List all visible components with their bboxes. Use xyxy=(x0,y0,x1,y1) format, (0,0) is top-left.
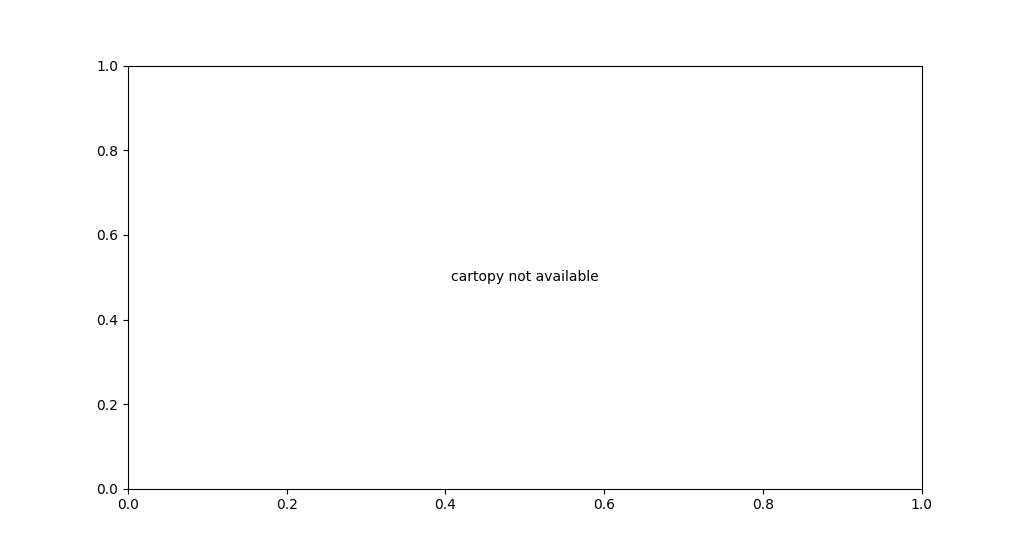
Text: cartopy not available: cartopy not available xyxy=(451,270,599,284)
